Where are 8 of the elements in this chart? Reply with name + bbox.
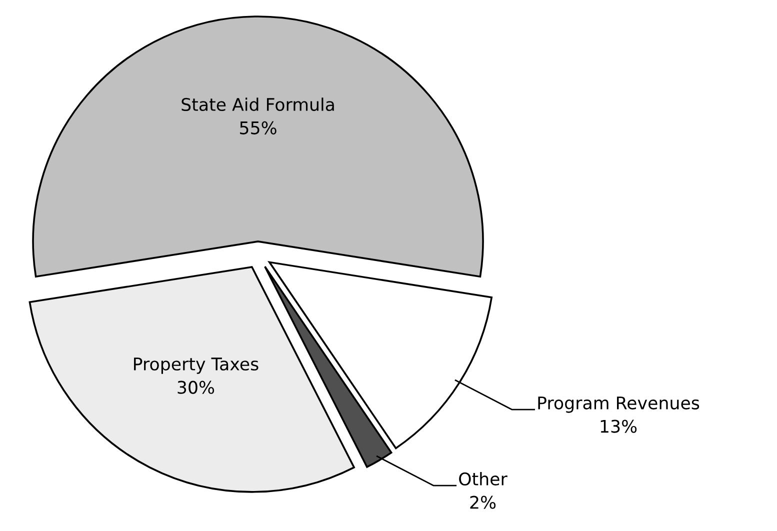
data-label: 55%	[240, 121, 276, 134]
slice-label: Program Revenues	[538, 396, 700, 413]
data-label: 13%	[600, 420, 637, 433]
slice-label: State Aid Formula	[182, 98, 334, 112]
data-label: 2%	[470, 496, 496, 509]
slice-label: Other	[459, 472, 508, 486]
data-label: 30%	[178, 380, 214, 394]
slice-label: Property Taxes	[134, 358, 258, 374]
